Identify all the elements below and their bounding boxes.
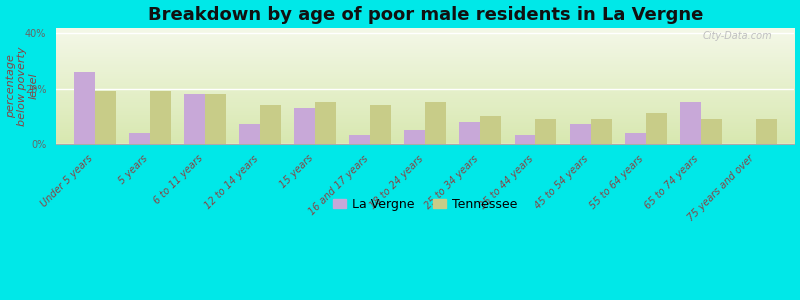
Bar: [570, 124, 590, 144]
Bar: [94, 91, 116, 144]
Bar: [756, 119, 777, 144]
Bar: [74, 72, 94, 144]
Bar: [184, 94, 205, 144]
Bar: [701, 119, 722, 144]
Bar: [535, 119, 557, 144]
Bar: [350, 135, 370, 144]
Bar: [680, 102, 701, 144]
Bar: [205, 94, 226, 144]
Bar: [150, 91, 170, 144]
Bar: [590, 119, 611, 144]
Legend: La Vergne, Tennessee: La Vergne, Tennessee: [328, 193, 522, 216]
Bar: [514, 135, 535, 144]
Bar: [625, 133, 646, 144]
Bar: [404, 130, 426, 144]
Bar: [294, 108, 315, 144]
Y-axis label: percentage
below poverty
level: percentage below poverty level: [6, 46, 38, 125]
Bar: [459, 122, 480, 144]
Title: Breakdown by age of poor male residents in La Vergne: Breakdown by age of poor male residents …: [148, 6, 703, 24]
Bar: [315, 102, 336, 144]
Bar: [480, 116, 502, 144]
Text: City-Data.com: City-Data.com: [702, 32, 772, 41]
Bar: [239, 124, 260, 144]
Bar: [370, 105, 391, 144]
Bar: [129, 133, 150, 144]
Bar: [260, 105, 281, 144]
Bar: [646, 113, 666, 144]
Bar: [426, 102, 446, 144]
